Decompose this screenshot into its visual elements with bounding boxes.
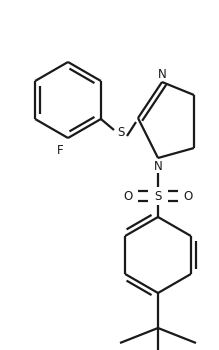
Text: O: O xyxy=(183,189,193,203)
Text: S: S xyxy=(154,189,162,203)
Text: F: F xyxy=(57,144,63,156)
Text: N: N xyxy=(158,68,166,80)
Text: O: O xyxy=(123,189,133,203)
Text: S: S xyxy=(117,126,125,140)
Text: N: N xyxy=(154,160,162,173)
